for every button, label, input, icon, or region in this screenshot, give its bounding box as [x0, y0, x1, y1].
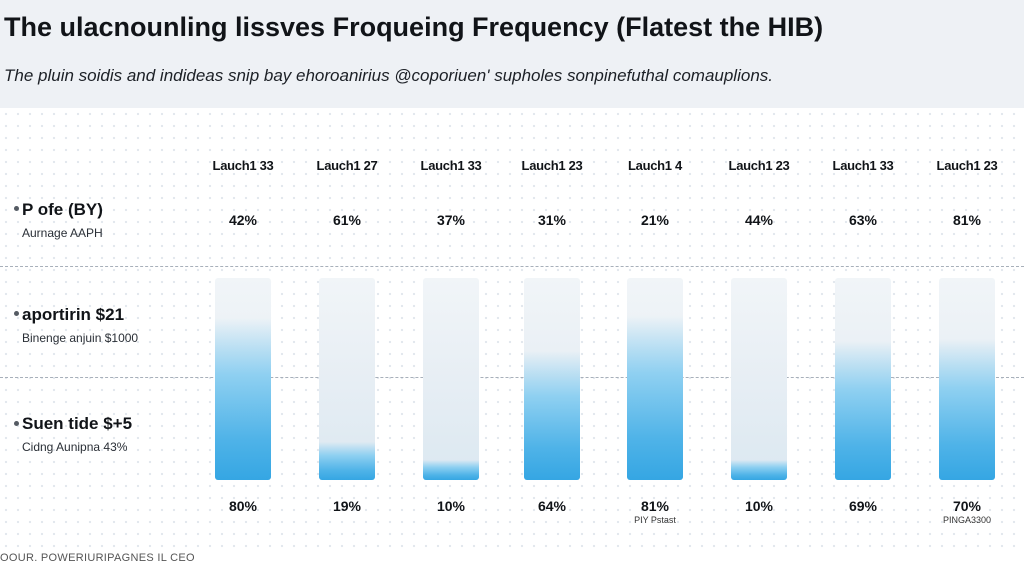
top-value-label: 21%	[640, 212, 670, 228]
row-label-2-title: aportirin $21	[22, 305, 125, 324]
bar-track	[215, 278, 271, 480]
row-label-1: P ofe (BY) Aurnage AAPH	[22, 200, 192, 240]
column-header: Lauch1 33	[832, 158, 894, 173]
bar-fill	[627, 316, 683, 480]
bar-fill	[524, 351, 580, 480]
bar-track	[627, 278, 683, 480]
column-header: Lauch1 33	[420, 158, 482, 173]
top-value-label: 37%	[436, 212, 466, 228]
row-marker-icon	[14, 206, 19, 211]
top-value-label: 61%	[332, 212, 362, 228]
row-marker-icon	[14, 421, 19, 426]
source-note: OOUR. POWERIURIPAGNES IL CEO	[0, 552, 195, 564]
row-label-3-subtitle: Cidng Aunipna 43%	[22, 440, 128, 454]
bottom-value-label: 81%	[640, 498, 670, 514]
row-label-2: aportirin $21 Binenge anjuin $1000	[22, 305, 192, 345]
column-header: Lauch1 23	[728, 158, 790, 173]
bottom-value-label: 80%	[228, 498, 258, 514]
row-label-3: Suen tide $+5 Cidng Aunipna 43%	[22, 414, 192, 454]
top-value-label: 31%	[537, 212, 567, 228]
bar-track	[731, 278, 787, 480]
bar-fill	[423, 460, 479, 480]
bottom-value-label: 10%	[436, 498, 466, 514]
top-value-label: 81%	[952, 212, 982, 228]
header-band: The ulacnounling lissves Froqueing Frequ…	[0, 0, 1024, 108]
bar-track	[835, 278, 891, 480]
bottom-value-label: 19%	[332, 498, 362, 514]
bottom-value-label: 69%	[848, 498, 878, 514]
bar-track	[319, 278, 375, 480]
column-footnote: PINGA3300	[942, 515, 992, 525]
row-label-1-subtitle: Aurnage AAPH	[22, 226, 103, 240]
bar-track	[524, 278, 580, 480]
bar-fill	[319, 442, 375, 480]
bar-track	[939, 278, 995, 480]
bar-fill	[835, 341, 891, 480]
bottom-value-label: 70%	[952, 498, 982, 514]
column-header: Lauch1 23	[936, 158, 998, 173]
bottom-value-label: 64%	[537, 498, 567, 514]
row-divider	[0, 266, 1024, 267]
bottom-value-label: 10%	[744, 498, 774, 514]
bar-fill	[731, 460, 787, 480]
bar-fill	[939, 339, 995, 480]
bar-fill	[215, 318, 271, 480]
chart-subtitle: The pluin soidis and indideas snip bay e…	[4, 66, 773, 85]
column-footnote: PIY Pstast	[634, 515, 676, 525]
top-value-label: 42%	[228, 212, 258, 228]
row-divider	[0, 377, 1024, 378]
bar-track	[423, 278, 479, 480]
row-label-3-title: Suen tide $+5	[22, 414, 133, 433]
column-header: Lauch1 23	[521, 158, 583, 173]
column-header: Lauch1 4	[628, 158, 682, 173]
column-header: Lauch1 27	[316, 158, 378, 173]
column-header: Lauch1 33	[212, 158, 274, 173]
top-value-label: 63%	[848, 212, 878, 228]
row-label-2-subtitle: Binenge anjuin $1000	[22, 331, 139, 345]
top-value-label: 44%	[744, 212, 774, 228]
row-label-1-title: P ofe (BY)	[22, 200, 103, 219]
chart-title: The ulacnounling lissves Froqueing Frequ…	[4, 12, 824, 42]
row-marker-icon	[14, 311, 19, 316]
